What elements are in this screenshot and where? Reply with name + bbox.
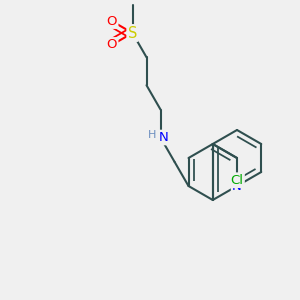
Text: S: S: [128, 26, 137, 40]
Text: H: H: [148, 130, 157, 140]
Text: O: O: [106, 15, 117, 28]
Text: O: O: [106, 38, 117, 51]
Text: N: N: [159, 131, 168, 144]
Text: N: N: [232, 179, 242, 193]
Text: Cl: Cl: [230, 174, 244, 187]
